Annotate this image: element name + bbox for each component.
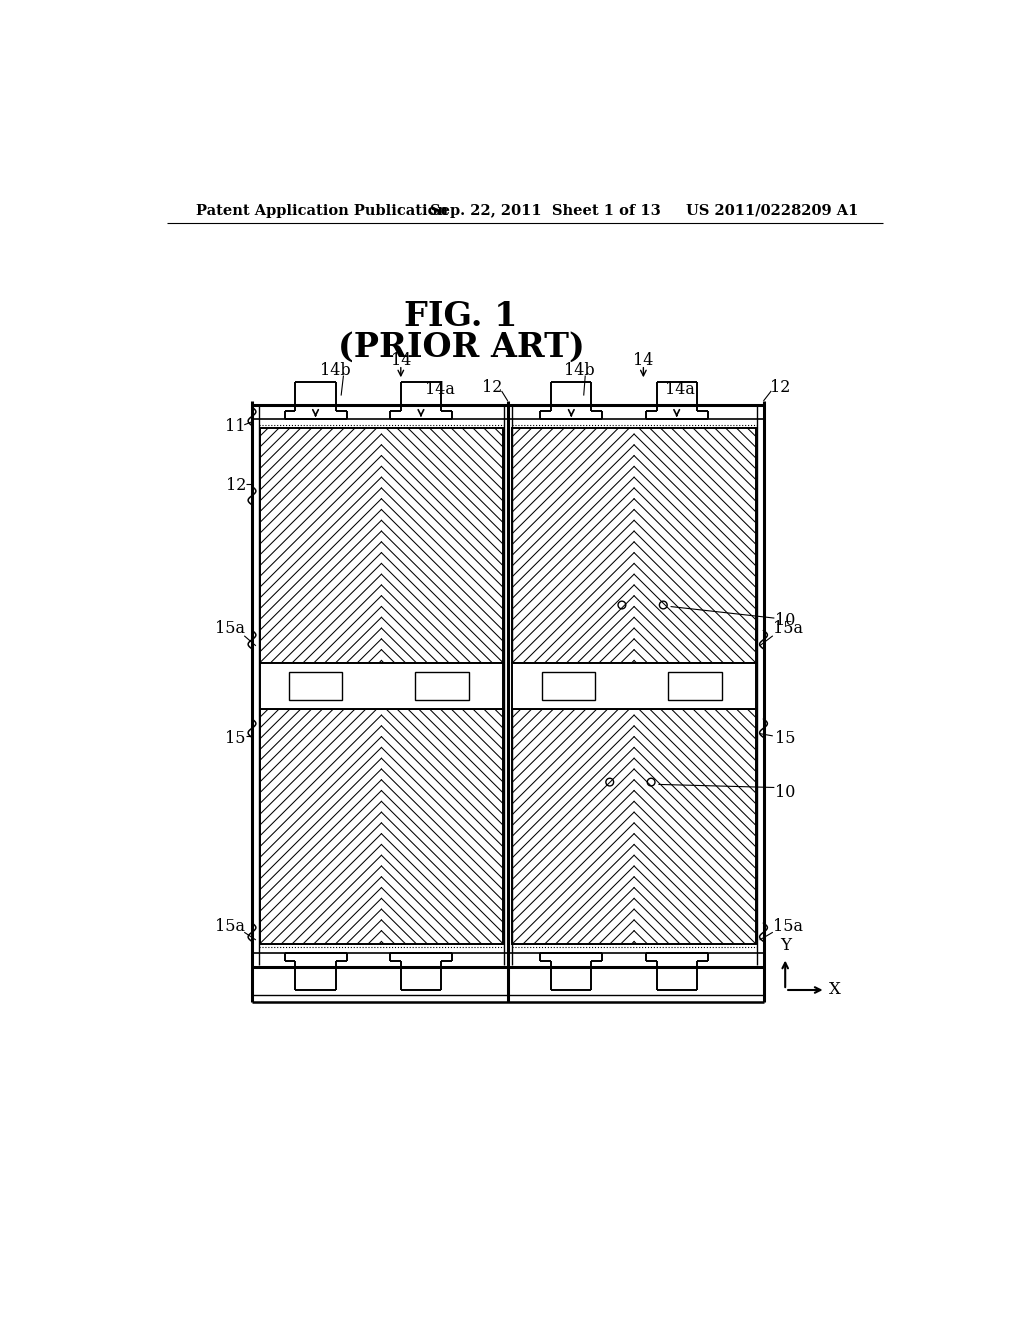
Bar	[260, 663, 503, 709]
Text: Y: Y	[779, 937, 791, 954]
Text: X: X	[828, 982, 841, 998]
Text: 15a: 15a	[773, 619, 803, 636]
Text: Sep. 22, 2011  Sheet 1 of 13: Sep. 22, 2011 Sheet 1 of 13	[430, 203, 662, 218]
Text: 12: 12	[226, 477, 247, 494]
Text: 14: 14	[390, 351, 411, 368]
Text: 11: 11	[224, 418, 245, 434]
Text: 15a: 15a	[215, 919, 246, 936]
Text: 12: 12	[482, 379, 503, 396]
Text: 15a: 15a	[773, 919, 803, 936]
Text: 10: 10	[775, 784, 796, 801]
Text: 14a: 14a	[665, 381, 694, 397]
Bar	[416, 672, 469, 700]
Text: 12: 12	[770, 379, 791, 396]
Text: 10: 10	[775, 612, 796, 628]
Text: 14: 14	[633, 351, 653, 368]
Text: (PRIOR ART): (PRIOR ART)	[338, 330, 585, 363]
Text: 15: 15	[775, 730, 796, 747]
Text: Patent Application Publication: Patent Application Publication	[197, 203, 449, 218]
Text: US 2011/0228209 A1: US 2011/0228209 A1	[686, 203, 858, 218]
Text: FIG. 1: FIG. 1	[404, 300, 518, 333]
Text: 14b: 14b	[564, 362, 594, 379]
Bar	[512, 663, 756, 709]
Text: 14b: 14b	[321, 362, 351, 379]
Text: 14a: 14a	[425, 381, 455, 397]
Bar	[542, 672, 595, 700]
Text: 15: 15	[224, 730, 245, 747]
Text: 15a: 15a	[215, 619, 246, 636]
Bar	[289, 672, 342, 700]
Bar	[668, 672, 722, 700]
